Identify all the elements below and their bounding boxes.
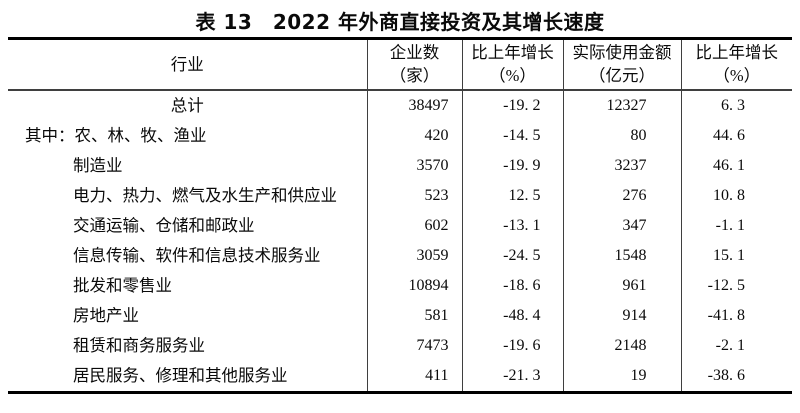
industry-cell: 其中：农、林、牧、渔业 <box>8 121 367 151</box>
table-header-row: 行业 企业数 （家） 比上年增长 （%） 实际使用金额 （亿元） 比上年增长 （… <box>8 38 792 91</box>
industry-label: 房地产业 <box>73 305 139 325</box>
enterprise-count-cell: 38497 <box>366 89 462 121</box>
industry-cell: 居民服务、修理和其他服务业 <box>8 361 367 393</box>
amount-growth-cell: 46. 1 <box>680 150 792 181</box>
col-header-industry-label: 行业 <box>170 54 204 74</box>
industry-cell: 交通运输、仓储和邮政业 <box>8 211 367 241</box>
table-row: 制造业 3570 -19. 9 3237 46. 1 <box>8 150 792 181</box>
col-header-utilized-amount-line1: 实际使用金额 <box>572 43 672 63</box>
col-header-enterprise-growth-line1: 比上年增长 <box>471 43 554 63</box>
industry-cell: 信息传输、软件和信息技术服务业 <box>8 241 367 271</box>
industry-cell: 制造业 <box>8 151 367 181</box>
industry-cell: 租赁和商务服务业 <box>8 331 367 361</box>
amount-growth-cell: 44. 6 <box>680 120 792 151</box>
col-header-utilized-amount-line2: （亿元） <box>589 66 655 86</box>
industry-cell: 房地产业 <box>8 301 367 331</box>
amount-growth-cell: -38. 6 <box>680 360 792 392</box>
table-row: 房地产业 581 -48. 4 914 -41. 8 <box>8 300 792 331</box>
fdi-table: 行业 企业数 （家） 比上年增长 （%） 实际使用金额 （亿元） 比上年增长 （… <box>8 37 792 394</box>
amount-growth-cell: 15. 1 <box>680 240 792 271</box>
industry-prefix: 其中： <box>25 125 75 145</box>
enterprise-count-cell: 10894 <box>366 270 462 301</box>
industry-label: 租赁和商务服务业 <box>73 335 205 355</box>
table-row: 租赁和商务服务业 7473 -19. 6 2148 -2. 1 <box>8 330 792 361</box>
col-header-enterprise-count-line1: 企业数 <box>389 43 440 63</box>
table-row: 居民服务、修理和其他服务业 411 -21. 3 19 -38. 6 <box>8 360 792 393</box>
enterprise-growth-cell: -19. 2 <box>461 89 563 121</box>
enterprise-growth-cell: -18. 6 <box>461 270 563 301</box>
enterprise-growth-cell: -19. 6 <box>461 330 563 361</box>
table-row: 其中：农、林、牧、渔业 420 -14. 5 80 44. 6 <box>8 120 792 151</box>
industry-label: 制造业 <box>73 155 123 175</box>
col-header-amount-growth-line2: （%） <box>713 66 761 86</box>
col-header-amount-growth-line1: 比上年增长 <box>695 43 779 63</box>
utilized-amount-cell: 3237 <box>562 150 681 181</box>
col-header-enterprise-count: 企业数 （家） <box>366 38 462 91</box>
enterprise-count-cell: 7473 <box>366 330 462 361</box>
utilized-amount-cell: 12327 <box>562 89 681 121</box>
table-row: 总计 38497 -19. 2 12327 6. 3 <box>8 89 792 121</box>
col-header-amount-growth: 比上年增长 （%） <box>680 38 792 91</box>
industry-label: 电力、热力、燃气及水生产和供应业 <box>73 185 337 205</box>
utilized-amount-cell: 80 <box>562 120 681 151</box>
amount-growth-cell: -2. 1 <box>680 330 792 361</box>
enterprise-count-cell: 3570 <box>366 150 462 181</box>
enterprise-growth-cell: -13. 1 <box>461 210 563 241</box>
industry-label: 批发和零售业 <box>73 275 172 295</box>
col-header-industry: 行业 <box>8 38 367 91</box>
utilized-amount-cell: 2148 <box>562 330 681 361</box>
amount-growth-cell: -1. 1 <box>680 210 792 241</box>
enterprise-count-cell: 523 <box>366 180 462 211</box>
enterprise-growth-cell: -48. 4 <box>461 300 563 331</box>
industry-label: 交通运输、仓储和邮政业 <box>73 215 255 235</box>
col-header-enterprise-growth-line2: （%） <box>489 66 536 86</box>
table-body: 总计 38497 -19. 2 12327 6. 3 其中：农、林、牧、渔业 4… <box>8 89 792 393</box>
col-header-enterprise-count-line2: （家） <box>389 66 440 86</box>
enterprise-count-cell: 581 <box>366 300 462 331</box>
utilized-amount-cell: 961 <box>562 270 681 301</box>
table-row: 交通运输、仓储和邮政业 602 -13. 1 347 -1. 1 <box>8 210 792 241</box>
industry-cell: 电力、热力、燃气及水生产和供应业 <box>8 181 367 211</box>
enterprise-growth-cell: -21. 3 <box>461 360 563 392</box>
enterprise-growth-cell: 12. 5 <box>461 180 563 211</box>
utilized-amount-cell: 276 <box>562 180 681 211</box>
utilized-amount-cell: 1548 <box>562 240 681 271</box>
col-header-utilized-amount: 实际使用金额 （亿元） <box>562 38 681 91</box>
enterprise-growth-cell: -24. 5 <box>461 240 563 271</box>
utilized-amount-cell: 19 <box>562 360 681 392</box>
enterprise-growth-cell: -19. 9 <box>461 150 563 181</box>
industry-label: 居民服务、修理和其他服务业 <box>73 365 288 385</box>
table-row: 电力、热力、燃气及水生产和供应业 523 12. 5 276 10. 8 <box>8 180 792 211</box>
amount-growth-cell: 6. 3 <box>680 89 792 121</box>
industry-cell: 总计 <box>8 90 367 121</box>
industry-label: 信息传输、软件和信息技术服务业 <box>73 245 321 265</box>
utilized-amount-cell: 914 <box>562 300 681 331</box>
enterprise-growth-cell: -14. 5 <box>461 120 563 151</box>
page-title: 表 13 2022 年外商直接投资及其增长速度 <box>195 10 605 34</box>
table-row: 批发和零售业 10894 -18. 6 961 -12. 5 <box>8 270 792 301</box>
industry-label: 总计 <box>170 95 204 115</box>
amount-growth-cell: -12. 5 <box>680 270 792 301</box>
table-row: 信息传输、软件和信息技术服务业 3059 -24. 5 1548 15. 1 <box>8 240 792 271</box>
enterprise-count-cell: 3059 <box>366 240 462 271</box>
industry-label: 农、林、牧、渔业 <box>74 125 207 145</box>
enterprise-count-cell: 411 <box>366 360 462 392</box>
industry-cell: 批发和零售业 <box>8 271 367 301</box>
utilized-amount-cell: 347 <box>562 210 681 241</box>
col-header-enterprise-growth: 比上年增长 （%） <box>461 38 563 91</box>
amount-growth-cell: 10. 8 <box>680 180 792 211</box>
enterprise-count-cell: 420 <box>366 120 462 151</box>
amount-growth-cell: -41. 8 <box>680 300 792 331</box>
enterprise-count-cell: 602 <box>366 210 462 241</box>
